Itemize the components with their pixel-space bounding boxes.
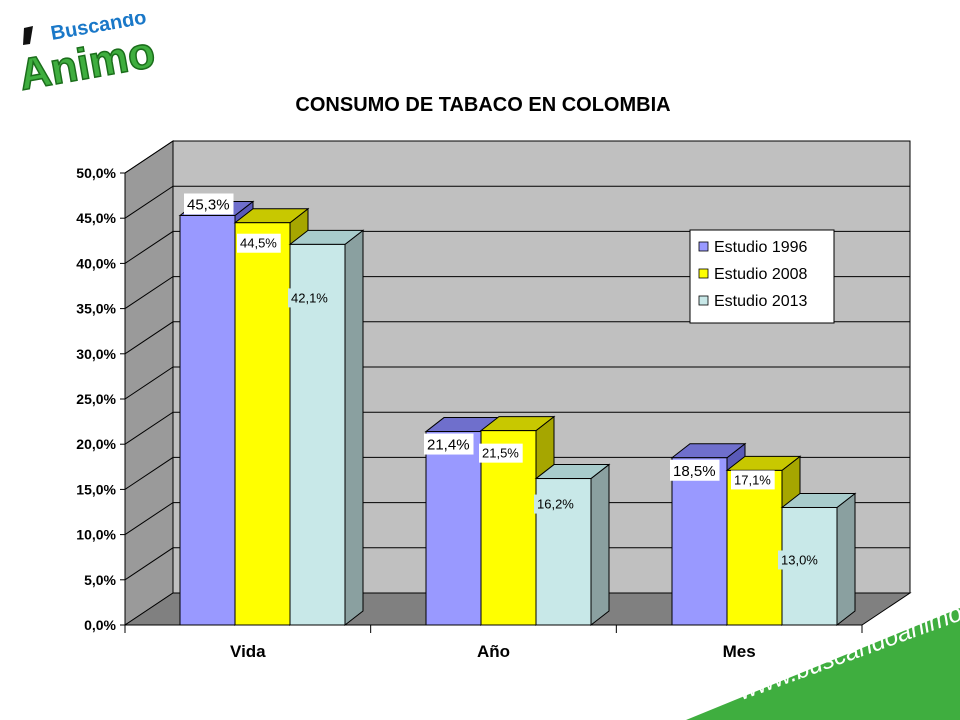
data-label: 44,5%	[237, 233, 281, 253]
data-label: 16,2%	[534, 494, 578, 514]
logo-apostrophe	[23, 26, 33, 45]
x-tick-label: Vida	[230, 642, 266, 661]
data-label-bg	[184, 193, 234, 215]
legend-swatch	[698, 295, 709, 306]
y-tick-label: 5,0%	[84, 572, 116, 588]
data-label-bg	[479, 443, 523, 463]
data-label: 13,0%	[778, 550, 822, 570]
bar-front	[179, 214, 236, 626]
y-tick-label: 25,0%	[76, 391, 116, 407]
data-label-bg	[731, 470, 775, 490]
y-tick-label: 35,0%	[76, 301, 116, 317]
data-label-text: 21,5%	[482, 446, 519, 461]
data-label-bg	[670, 459, 720, 481]
y-tick-label: 30,0%	[76, 346, 116, 362]
data-label-text: 44,5%	[240, 236, 277, 251]
data-label-text: 21,4%	[427, 437, 470, 454]
y-tick-label: 0,0%	[84, 617, 116, 633]
data-label: 21,4%	[424, 433, 474, 455]
gridlines	[124, 140, 910, 581]
gridline	[124, 456, 910, 490]
logo-line2: Animo	[18, 28, 159, 100]
chart-title: CONSUMO DE TABACO EN COLOMBIA	[295, 94, 670, 116]
legend-label: Estudio 1996	[714, 239, 808, 256]
y-tick-label: 20,0%	[76, 436, 116, 452]
bar-front	[671, 457, 728, 626]
legend-label: Estudio 2008	[714, 266, 808, 283]
x-tick-label: Año	[477, 642, 510, 661]
gridline	[124, 140, 910, 174]
website-banner: www.buscandoanimo.org	[686, 584, 960, 720]
x-tick-label: Mes	[723, 642, 756, 661]
legend-swatch	[698, 268, 709, 279]
gridline	[124, 547, 910, 581]
data-label-bg	[424, 433, 474, 455]
data-label-bg	[288, 288, 332, 308]
bar-side	[590, 463, 610, 627]
data-label: 18,5%	[670, 459, 720, 481]
data-label: 17,1%	[731, 470, 775, 490]
bar	[534, 463, 611, 627]
bar-labels: 45,3% 44,5% 42,1% 21,4% 21,5% 16,2% 18,5% 17,1%…	[184, 193, 822, 570]
data-label-text: 16,2%	[537, 497, 574, 512]
data-label-bg	[534, 494, 578, 514]
banner-shape	[686, 608, 960, 720]
bar-front	[234, 222, 291, 626]
data-label-text: 17,1%	[734, 472, 771, 487]
legend-label: Estudio 2013	[714, 293, 808, 310]
legend-swatch	[698, 241, 709, 252]
y-tick-label: 50,0%	[76, 165, 116, 181]
data-label-text: 18,5%	[673, 463, 716, 480]
buscando-animo-logo: Buscando Animo	[18, 14, 159, 101]
bar-front	[289, 243, 346, 626]
bar-front	[480, 430, 537, 626]
data-label: 45,3%	[184, 193, 234, 215]
data-label-text: 13,0%	[781, 552, 818, 567]
bar-side	[344, 229, 364, 627]
bar	[288, 229, 365, 627]
data-label-bg	[778, 550, 822, 570]
legend-box	[689, 229, 835, 324]
gridline	[124, 411, 910, 445]
data-label-bg	[237, 233, 281, 253]
y-tick-label: 10,0%	[76, 527, 116, 543]
gridline	[124, 230, 910, 264]
bar-front	[425, 431, 482, 626]
gridline	[124, 276, 910, 310]
data-label-text: 45,3%	[187, 196, 230, 213]
data-label-text: 42,1%	[291, 290, 328, 305]
data-label: 21,5%	[479, 443, 523, 463]
legend: Estudio 1996 Estudio 2008 Estudio 2013	[689, 229, 835, 324]
gridline	[124, 366, 910, 400]
gridline	[124, 185, 910, 219]
y-tick-label: 45,0%	[76, 210, 116, 226]
y-tick-label: 15,0%	[76, 481, 116, 497]
y-tick-label: 40,0%	[76, 255, 116, 271]
gridline	[124, 502, 910, 536]
data-label: 42,1%	[288, 288, 332, 308]
gridline	[124, 321, 910, 355]
